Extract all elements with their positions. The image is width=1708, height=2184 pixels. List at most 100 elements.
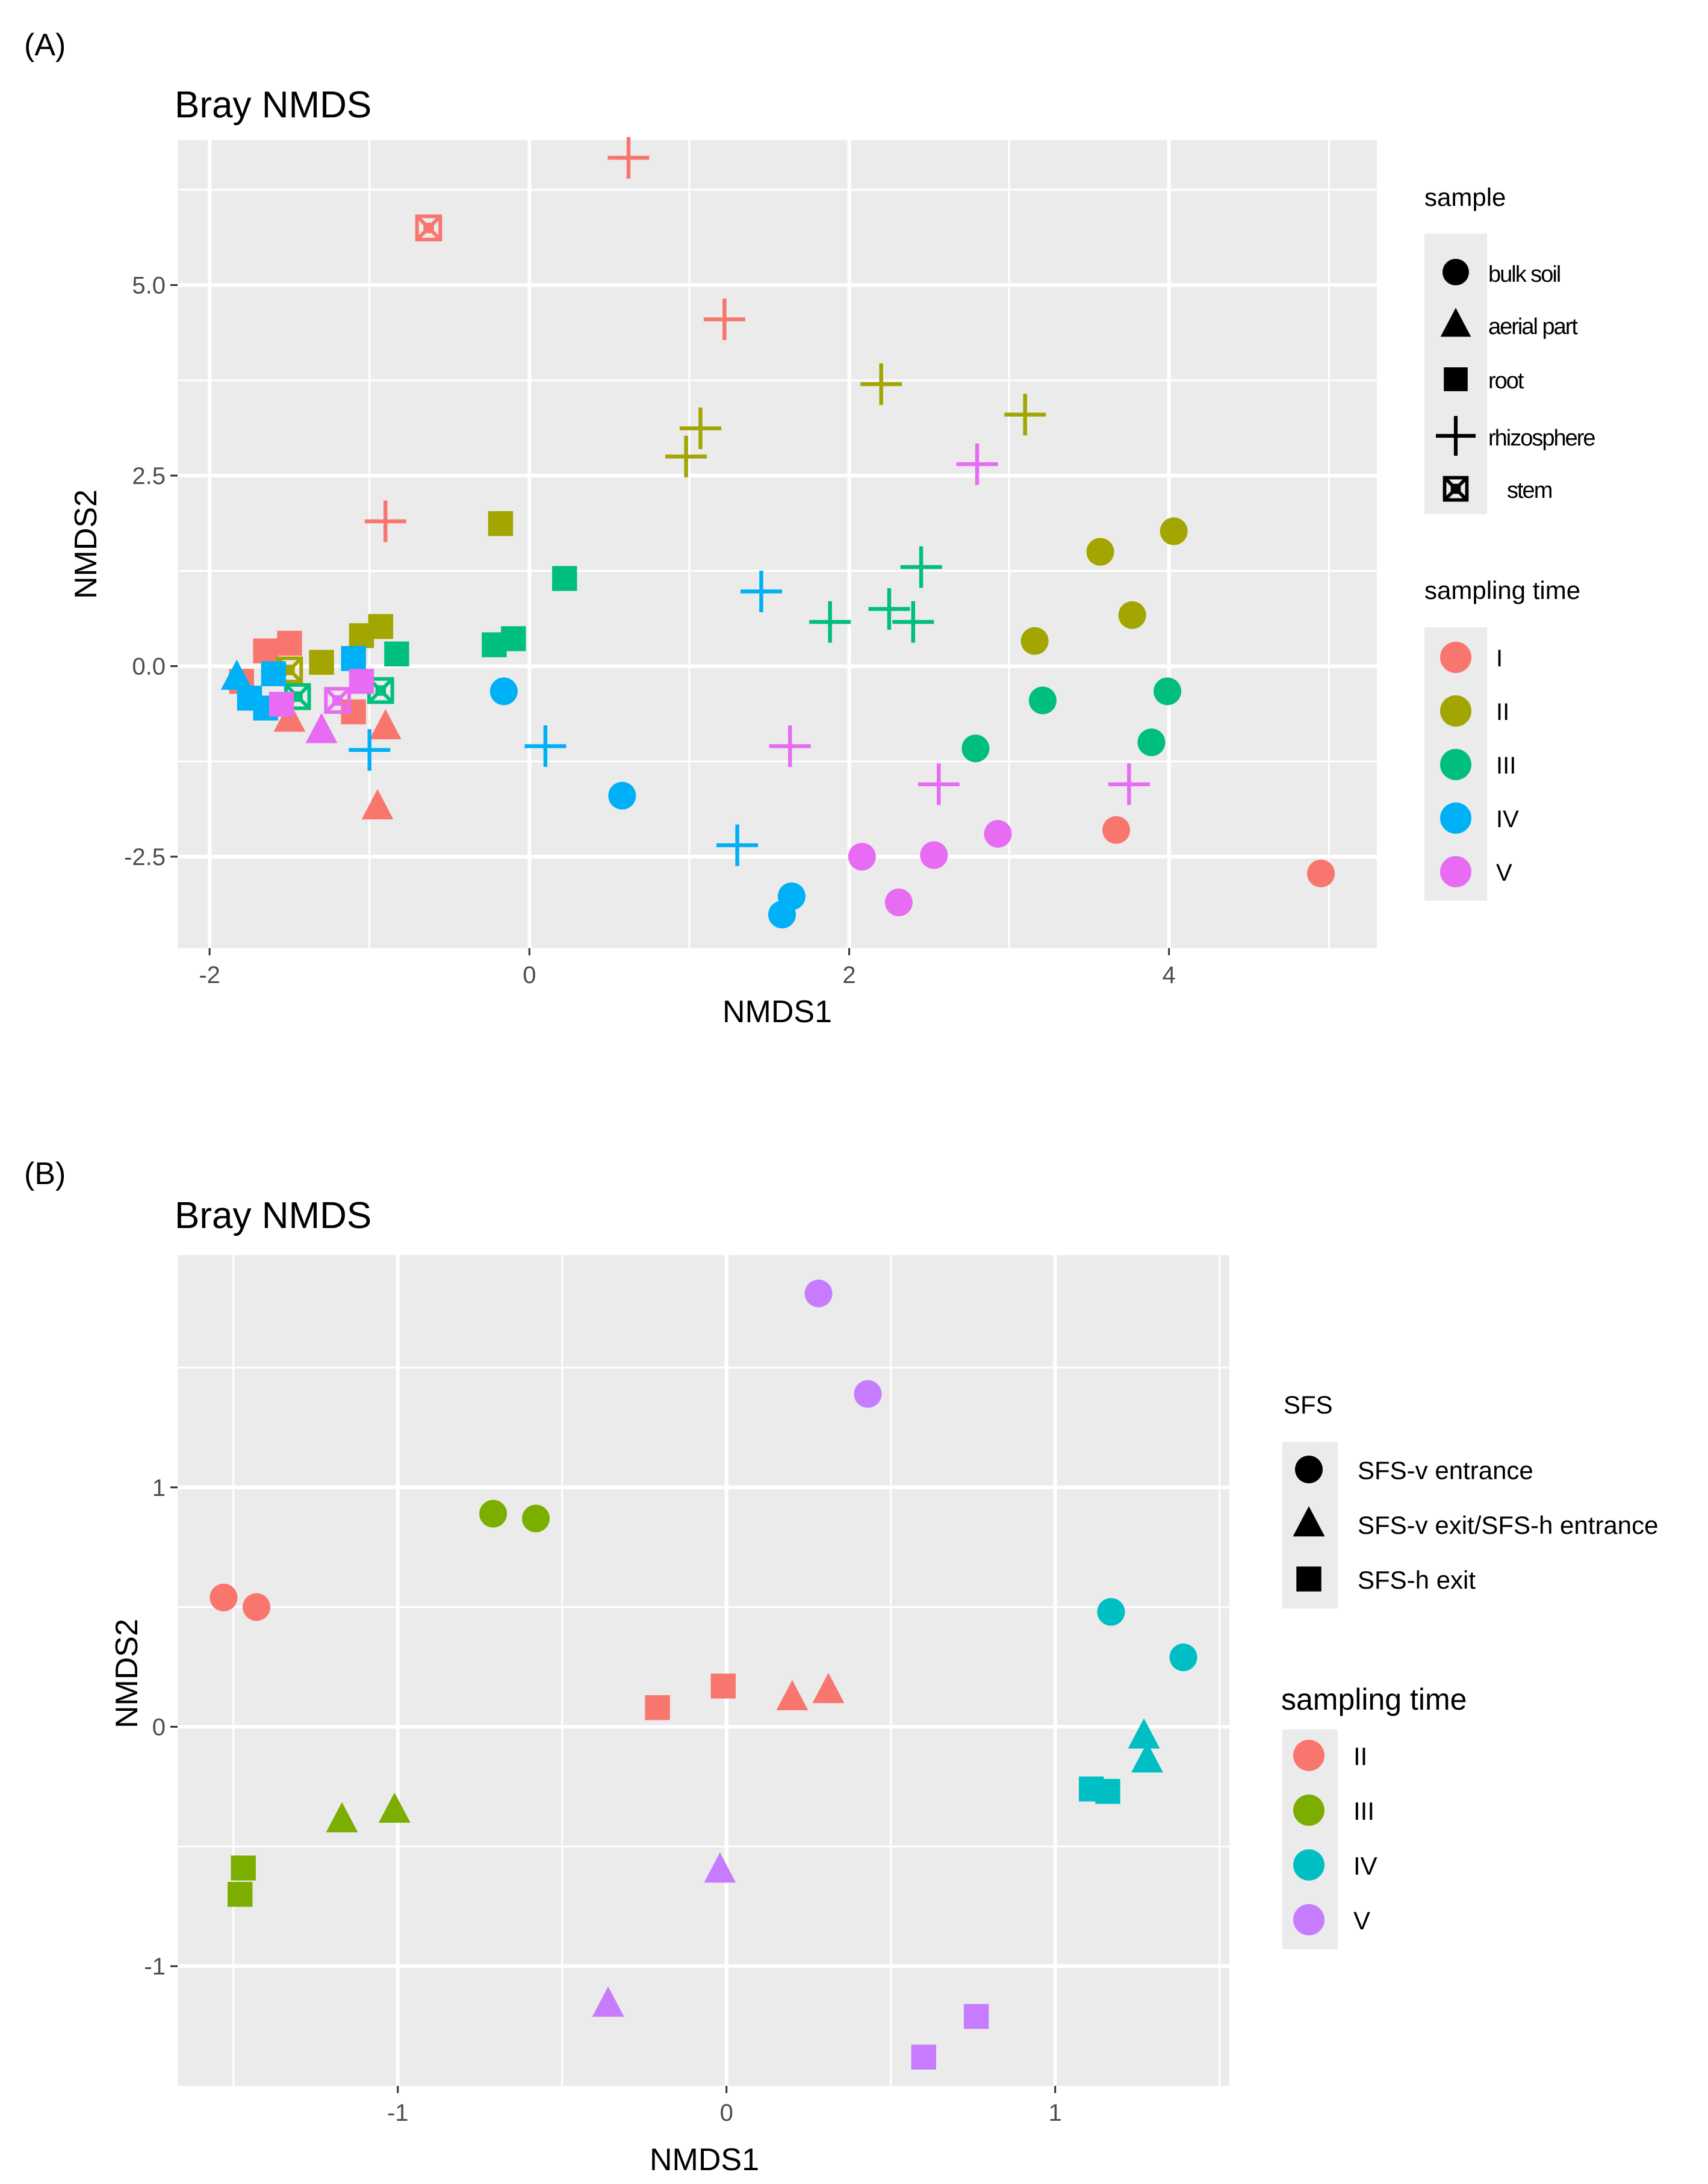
data-point-plus-II <box>1004 394 1046 436</box>
panel-a-legend-sample-title: sample <box>1424 183 1506 211</box>
data-point-square-II <box>710 1674 736 1699</box>
y-tick-label: -1 <box>144 1953 166 1980</box>
legend-entry-time-III: III <box>1496 752 1516 779</box>
data-point-plus-II <box>665 435 707 477</box>
legend-key-color-IV <box>1440 802 1471 834</box>
data-point-triangle-V <box>704 1852 736 1883</box>
panel-b-plot-background <box>178 1255 1229 2086</box>
data-point-circle-III <box>522 1504 550 1533</box>
y-tick-label: 0.0 <box>132 654 166 680</box>
x-tick-label: 4 <box>1163 962 1176 988</box>
panel-b-legend-sampling-time: sampling time II III IV V <box>1281 1683 1467 1949</box>
panel-a-label: (A) <box>24 28 66 63</box>
data-point-square-IV <box>261 661 287 686</box>
legend-entry-stem: stem <box>1507 478 1552 503</box>
legend-entry-bulk-soil: bulk soil <box>1488 262 1560 287</box>
panel-a-legend-sampling-time: sampling time I II III IV V <box>1424 576 1580 901</box>
data-point-circle-IV <box>489 677 518 706</box>
panel-a-points <box>220 137 1335 929</box>
data-point-square-IV <box>341 646 366 671</box>
data-point-triangle-V <box>592 1986 624 2017</box>
panel-a-x-axis: -2 0 2 4 <box>199 948 1176 988</box>
panel-b-y-axis: -1 0 1 <box>144 1475 178 1980</box>
data-point-plus-III <box>900 546 942 588</box>
data-point-plus-III <box>809 601 851 643</box>
y-tick-label: -2.5 <box>124 844 166 870</box>
panel-b-points <box>210 1279 1197 2070</box>
legend-entry-sfs-v-entrance: SFS-v entrance <box>1358 1456 1533 1484</box>
data-point-circle-I <box>1307 859 1335 887</box>
data-point-circle-III <box>479 1500 508 1528</box>
data-point-circle-II <box>1160 517 1188 545</box>
data-point-square-II <box>309 650 334 675</box>
panel-b-x-axis-label: NMDS1 <box>650 2142 759 2177</box>
legend-entry-time-V: V <box>1353 1906 1370 1935</box>
y-tick-label: 2.5 <box>132 463 166 489</box>
legend-entry-sfs-h-exit: SFS-h exit <box>1358 1566 1476 1594</box>
data-point-square-II <box>488 511 514 536</box>
panel-a-x-axis-label: NMDS1 <box>722 994 832 1029</box>
data-point-plus-I <box>703 299 745 341</box>
data-point-circle-IV <box>608 781 636 810</box>
legend-entry-time-I: I <box>1496 645 1503 672</box>
legend-key-color-III <box>1293 1795 1324 1826</box>
legend-entry-root: root <box>1488 368 1524 394</box>
data-point-triangle-IV <box>220 659 253 690</box>
x-tick-label: 0 <box>720 2100 733 2126</box>
panel-a-y-axis: -2.5 0.0 2.5 5.0 <box>124 273 178 870</box>
data-point-triangle-II <box>812 1672 845 1704</box>
panel-b-y-axis-label: NMDS2 <box>110 1619 144 1728</box>
data-point-plus-V <box>769 725 811 767</box>
data-point-square-III <box>228 1882 253 1907</box>
data-point-square-III <box>231 1855 256 1881</box>
data-point-circle-IV <box>768 901 796 929</box>
panel-a-title: Bray NMDS <box>175 84 371 126</box>
x-tick-label: 1 <box>1049 2100 1062 2126</box>
data-point-circle-II <box>243 1593 271 1621</box>
panel-a-plot-background <box>178 140 1377 948</box>
data-point-square-x-III <box>284 683 311 710</box>
legend-key-color-II <box>1440 695 1471 727</box>
data-point-circle-III <box>1154 677 1182 706</box>
x-tick-label: 2 <box>842 962 856 988</box>
data-point-circle-V <box>920 841 948 869</box>
legend-key-square <box>1444 367 1468 391</box>
legend-entry-time-II: II <box>1496 699 1509 725</box>
panel-b-title: Bray NMDS <box>175 1195 371 1236</box>
data-point-square-II <box>645 1695 670 1720</box>
panel-b-label: (B) <box>24 1156 66 1191</box>
legend-key-color-II <box>1293 1740 1324 1771</box>
data-point-circle-V <box>984 820 1012 848</box>
data-point-triangle-III <box>326 1802 358 1832</box>
data-point-circle-V <box>804 1279 833 1308</box>
panel-b-legend-time-title: sampling time <box>1281 1683 1467 1716</box>
data-point-plus-III <box>868 588 910 630</box>
panel-b: (B) Bray NMDS -1 0 1 -1 0 1 NMDS1 NMDS2 SFS … <box>24 1156 1659 2177</box>
data-point-circle-IV <box>1097 1598 1125 1626</box>
legend-entry-aerial-part: aerial part <box>1488 314 1578 340</box>
legend-key-color-I <box>1440 642 1471 673</box>
data-point-triangle-II <box>776 1680 809 1711</box>
legend-key-square-x <box>1442 476 1469 502</box>
data-point-square-V <box>911 2044 936 2070</box>
legend-key-triangle <box>1293 1506 1325 1537</box>
panel-a-legend-sample: sample bulk soil aerial part root rhizos… <box>1424 183 1596 514</box>
panel-b-grid <box>178 1255 1229 2086</box>
data-point-square-V <box>963 2003 989 2029</box>
data-point-circle-II <box>1086 538 1114 566</box>
data-point-circle-IV <box>1169 1643 1197 1672</box>
data-point-plus-IV <box>349 729 391 771</box>
legend-entry-time-IV: IV <box>1353 1852 1377 1880</box>
data-point-triangle-V <box>305 713 338 743</box>
data-point-circle-II <box>210 1583 238 1612</box>
legend-key-color-III <box>1440 749 1471 780</box>
panel-b-x-axis: -1 0 1 <box>387 2086 1062 2126</box>
legend-entry-rhizosphere: rhizosphere <box>1488 426 1595 451</box>
legend-entry-time-III: III <box>1353 1797 1374 1825</box>
data-point-triangle-I <box>369 709 402 740</box>
data-point-plus-V <box>1108 763 1150 805</box>
data-point-square-III <box>482 632 507 657</box>
y-tick-label: 0 <box>152 1714 166 1740</box>
data-point-circle-III <box>1028 686 1057 715</box>
data-point-circle-V <box>848 843 876 871</box>
